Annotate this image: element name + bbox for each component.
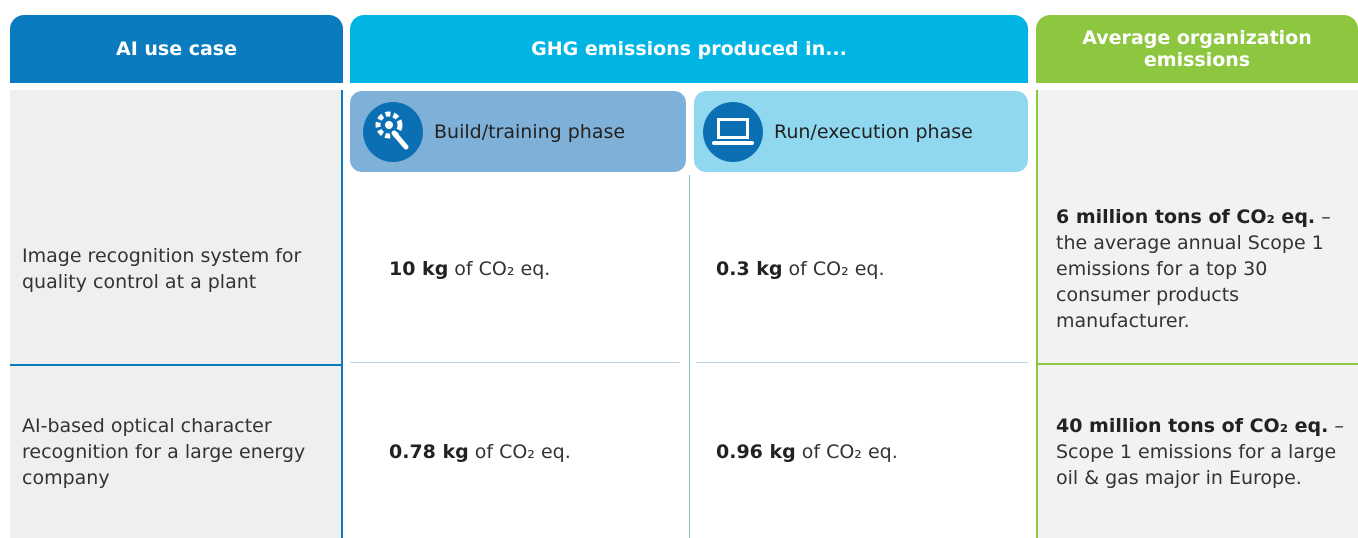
average-content: 6 million tons of CO₂ eq. – the average … [1056,204,1356,334]
use-case-cell: Image recognition system for quality con… [22,245,302,293]
build-value: 10 kg [389,258,449,280]
row-divider [696,362,1028,363]
build-value: 0.78 kg [389,440,469,463]
header-average: Average organization emissions [1036,15,1358,83]
build-phase-label: Build/training phase [434,120,626,143]
build-content: 10 kg of CO₂ eq. [389,256,550,282]
average-cell: 6 million tons of CO₂ eq. – the average … [1056,175,1356,363]
run-text: of CO₂ eq. [801,440,898,463]
average-value: 6 million tons of CO₂ eq. [1056,206,1316,228]
header-use-case: AI use case [10,15,343,83]
build-content: 0.78 kg of CO₂ eq. [389,439,571,465]
column-divider [689,175,690,538]
run-content: 0.3 kg of CO₂ eq. [716,256,885,282]
average-content: 40 million tons of CO₂ eq. – Scope 1 emi… [1056,413,1356,491]
build-cell: 10 kg of CO₂ eq. [389,175,684,363]
use-case-column [10,90,343,538]
run-phase-label: Run/execution phase [774,120,973,143]
build-text: of CO₂ eq. [454,258,551,280]
build-text: of CO₂ eq. [474,440,571,463]
use-case-cell: AI-based optical character recognition f… [22,414,306,489]
average-value: 40 million tons of CO₂ eq. [1056,414,1329,437]
row-divider [350,362,680,363]
header-emissions: GHG emissions produced in... [350,15,1028,83]
row-divider [1036,363,1358,365]
build-cell: 0.78 kg of CO₂ eq. [389,365,684,538]
run-cell: 0.96 kg of CO₂ eq. [716,365,1026,538]
run-phase-header: Run/execution phase [694,91,1028,172]
run-content: 0.96 kg of CO₂ eq. [716,439,898,465]
average-text: – Scope 1 emissions for a large oil & ga… [1056,414,1344,489]
build-phase-header: Build/training phase [350,91,686,172]
gear-icon [363,101,423,162]
laptop-icon [703,101,763,162]
run-cell: 0.3 kg of CO₂ eq. [716,175,1026,363]
run-value: 0.96 kg [716,440,796,463]
row-divider [10,364,343,366]
run-value: 0.3 kg [716,258,783,280]
average-cell: 40 million tons of CO₂ eq. – Scope 1 emi… [1056,365,1356,538]
average-text: – the average annual Scope 1 emissions f… [1056,206,1331,332]
run-text: of CO₂ eq. [788,258,885,280]
average-column [1036,90,1358,538]
